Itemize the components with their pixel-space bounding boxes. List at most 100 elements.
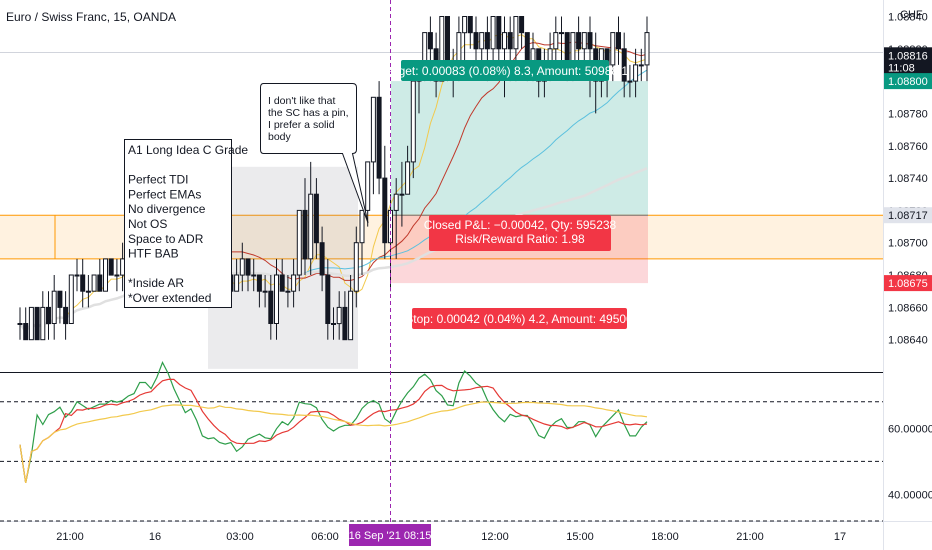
candle-body <box>581 32 587 50</box>
candle-body <box>479 32 485 50</box>
candle-body <box>279 274 285 292</box>
candle-body <box>114 274 120 277</box>
price-badge <box>884 47 932 76</box>
candle-body <box>405 161 411 195</box>
candle-body <box>91 274 97 292</box>
candle-body <box>251 274 257 277</box>
rsi-baseline <box>19 401 648 484</box>
x-tick-label: 18:00 <box>651 531 679 543</box>
target-label-text: Target: 0.00083 (0.08%) 8.3, Amount: 509… <box>382 64 628 78</box>
candle-body <box>245 258 251 276</box>
setup-note-line: Perfect EMAs <box>128 187 201 201</box>
candle-body <box>291 274 297 292</box>
setup-note-line: HTF BAB <box>128 247 179 261</box>
x-axis-ticks: 21:00 16 03:00 06:00 12:00 15:00 18:00 21:00 17 <box>56 531 846 543</box>
currency-label: CHF <box>900 9 923 21</box>
candle-body <box>616 32 621 50</box>
price-badge-time: 11:08 <box>888 62 915 74</box>
stop-label-bg <box>412 308 627 329</box>
cursor-time-text: 16 Sep '21 08:15 <box>349 530 432 542</box>
stop-label[interactable]: Stop: 0.00042 (0.04%) 4.2, Amount: 49500 <box>405 308 633 329</box>
stop-label-text: Stop: 0.00042 (0.04%) 4.2, Amount: 49500 <box>405 312 633 326</box>
setup-note-line: *Over extended <box>128 291 211 305</box>
y-tick-label: 1.08740 <box>888 173 928 185</box>
candle-body <box>359 209 365 244</box>
candle-body <box>51 290 57 325</box>
setup-note-line: *Inside AR <box>128 276 184 290</box>
speech-note-line: I prefer a solid <box>268 119 335 131</box>
candle-body <box>644 32 650 66</box>
candle-body <box>393 193 399 211</box>
price-badge <box>884 73 932 90</box>
candle-body <box>274 274 279 324</box>
price-badge <box>884 207 932 224</box>
candle-body <box>502 32 507 50</box>
candle-body <box>319 242 325 276</box>
candle-body <box>462 16 468 34</box>
speech-note-line: I don't like that <box>268 95 335 107</box>
candle-body <box>97 274 103 292</box>
candle-body <box>353 242 359 292</box>
candle-body <box>302 209 308 260</box>
candle-body <box>23 323 29 341</box>
rsi-signal-line <box>19 378 648 484</box>
candle-body <box>496 16 502 50</box>
target-label[interactable]: Target: 0.00083 (0.08%) 8.3, Amount: 509… <box>382 60 628 81</box>
price-badge-text: 1.08816 <box>888 50 928 62</box>
x-tick-label: 21:00 <box>56 531 84 543</box>
candle-body <box>34 306 40 341</box>
candle-body <box>370 96 376 163</box>
candle-body <box>85 290 91 293</box>
candle-body <box>410 80 416 163</box>
indicator-tick-label: 60.00000 <box>888 423 932 435</box>
x-tick-label: 06:00 <box>311 531 339 543</box>
closed-pnl-line: Closed P&L: −0.00042, Qty: 595238 <box>424 218 617 232</box>
setup-note-line: Space to ADR <box>128 232 204 246</box>
cursor-time-label: 16 Sep '21 08:15 <box>349 524 432 546</box>
candle-body <box>308 193 314 260</box>
candle-body <box>559 32 564 35</box>
candle-body <box>68 274 74 324</box>
candle-body <box>587 32 593 50</box>
candle-body <box>467 16 473 34</box>
candle-body <box>490 16 496 50</box>
indicator-tick-label: 40.00000 <box>888 490 932 502</box>
candle-body <box>473 32 479 50</box>
setup-note-box <box>124 139 232 308</box>
closed-pnl-bg <box>429 215 611 251</box>
x-tick-label: 12:00 <box>481 531 509 543</box>
price-badge-text: 1.08717 <box>888 210 928 222</box>
candle-body <box>376 96 382 179</box>
candle-body <box>57 290 63 308</box>
candle-body <box>484 32 490 50</box>
x-tick-label: 03:00 <box>226 531 254 543</box>
candle-body <box>63 306 69 325</box>
closed-pnl-label[interactable]: Closed P&L: −0.00042, Qty: 595238Risk/Re… <box>424 215 617 251</box>
closed-pnl-line: Risk/Reward Ratio: 1.98 <box>455 232 585 246</box>
candle-body <box>46 306 51 325</box>
y-tick-label: 1.08700 <box>888 238 928 250</box>
candle-body <box>382 177 388 244</box>
candle-body <box>399 193 405 196</box>
candle-body <box>28 306 34 341</box>
candle-body <box>507 32 513 50</box>
candle-body <box>633 64 639 82</box>
candle-body <box>439 16 445 82</box>
candle-body <box>40 306 46 341</box>
setup-note-line: A1 Long Idea C Grade <box>128 143 248 157</box>
indicator-layer: 60.00000 40.00000 <box>0 361 932 522</box>
candle-body <box>17 323 23 325</box>
x-tick-label: 15:00 <box>566 531 594 543</box>
candle-body <box>553 32 559 50</box>
price-badge-text: 1.08675 <box>888 278 928 290</box>
candle-body <box>365 161 371 211</box>
setup-note-line: Perfect TDI <box>128 173 188 187</box>
candle-body <box>256 274 262 292</box>
cursor-time-bg <box>349 524 431 546</box>
candle-body <box>325 274 331 324</box>
speech-note-line: the SC has a pin, <box>268 107 349 119</box>
